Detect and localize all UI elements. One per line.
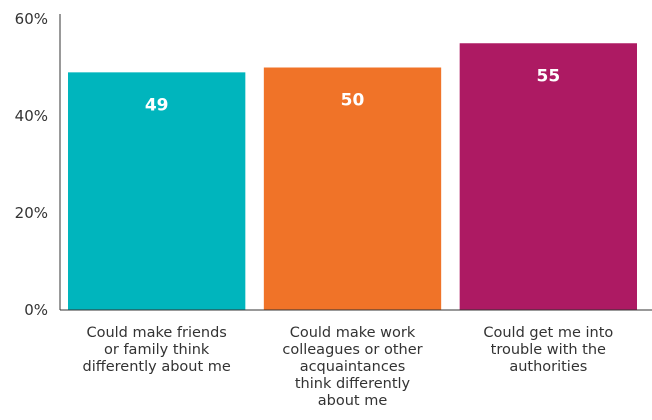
category-label: Could make work colleagues or other acquai…: [282, 325, 422, 409]
category-label: Could make friends or family think differe…: [83, 325, 231, 375]
category-labels: Could make friends or family think differe…: [83, 325, 614, 409]
data-label: 49: [145, 95, 169, 115]
category-label-line: Could make friends: [86, 325, 226, 341]
category-label-line: differently about me: [83, 359, 231, 375]
category-label-line: Could get me into: [483, 325, 613, 341]
category-label: Could get me into trouble with the authori…: [483, 325, 613, 375]
category-label-line: acquaintances: [300, 359, 406, 375]
category-label-line: Could make work: [290, 325, 416, 341]
data-label: 55: [536, 66, 560, 86]
category-label-line: authorities: [509, 359, 587, 375]
bar: [459, 43, 637, 310]
data-labels: 49 50 55: [145, 66, 560, 115]
category-label-line: trouble with the: [491, 342, 606, 358]
bars: [68, 43, 637, 310]
bar: [263, 67, 442, 310]
y-axis-ticks: 0% 20% 40% 60%: [15, 10, 48, 319]
y-tick-label: 0%: [24, 301, 48, 319]
category-label-line: colleagues or other: [282, 342, 422, 358]
y-tick-label: 20%: [15, 204, 48, 222]
data-label: 50: [341, 91, 365, 111]
y-tick-label: 60%: [15, 10, 48, 28]
bar: [68, 72, 246, 310]
y-tick-label: 40%: [15, 107, 48, 125]
category-label-line: think differently: [295, 376, 411, 392]
category-label-line: or family think: [104, 342, 210, 358]
category-label-line: about me: [318, 393, 388, 409]
